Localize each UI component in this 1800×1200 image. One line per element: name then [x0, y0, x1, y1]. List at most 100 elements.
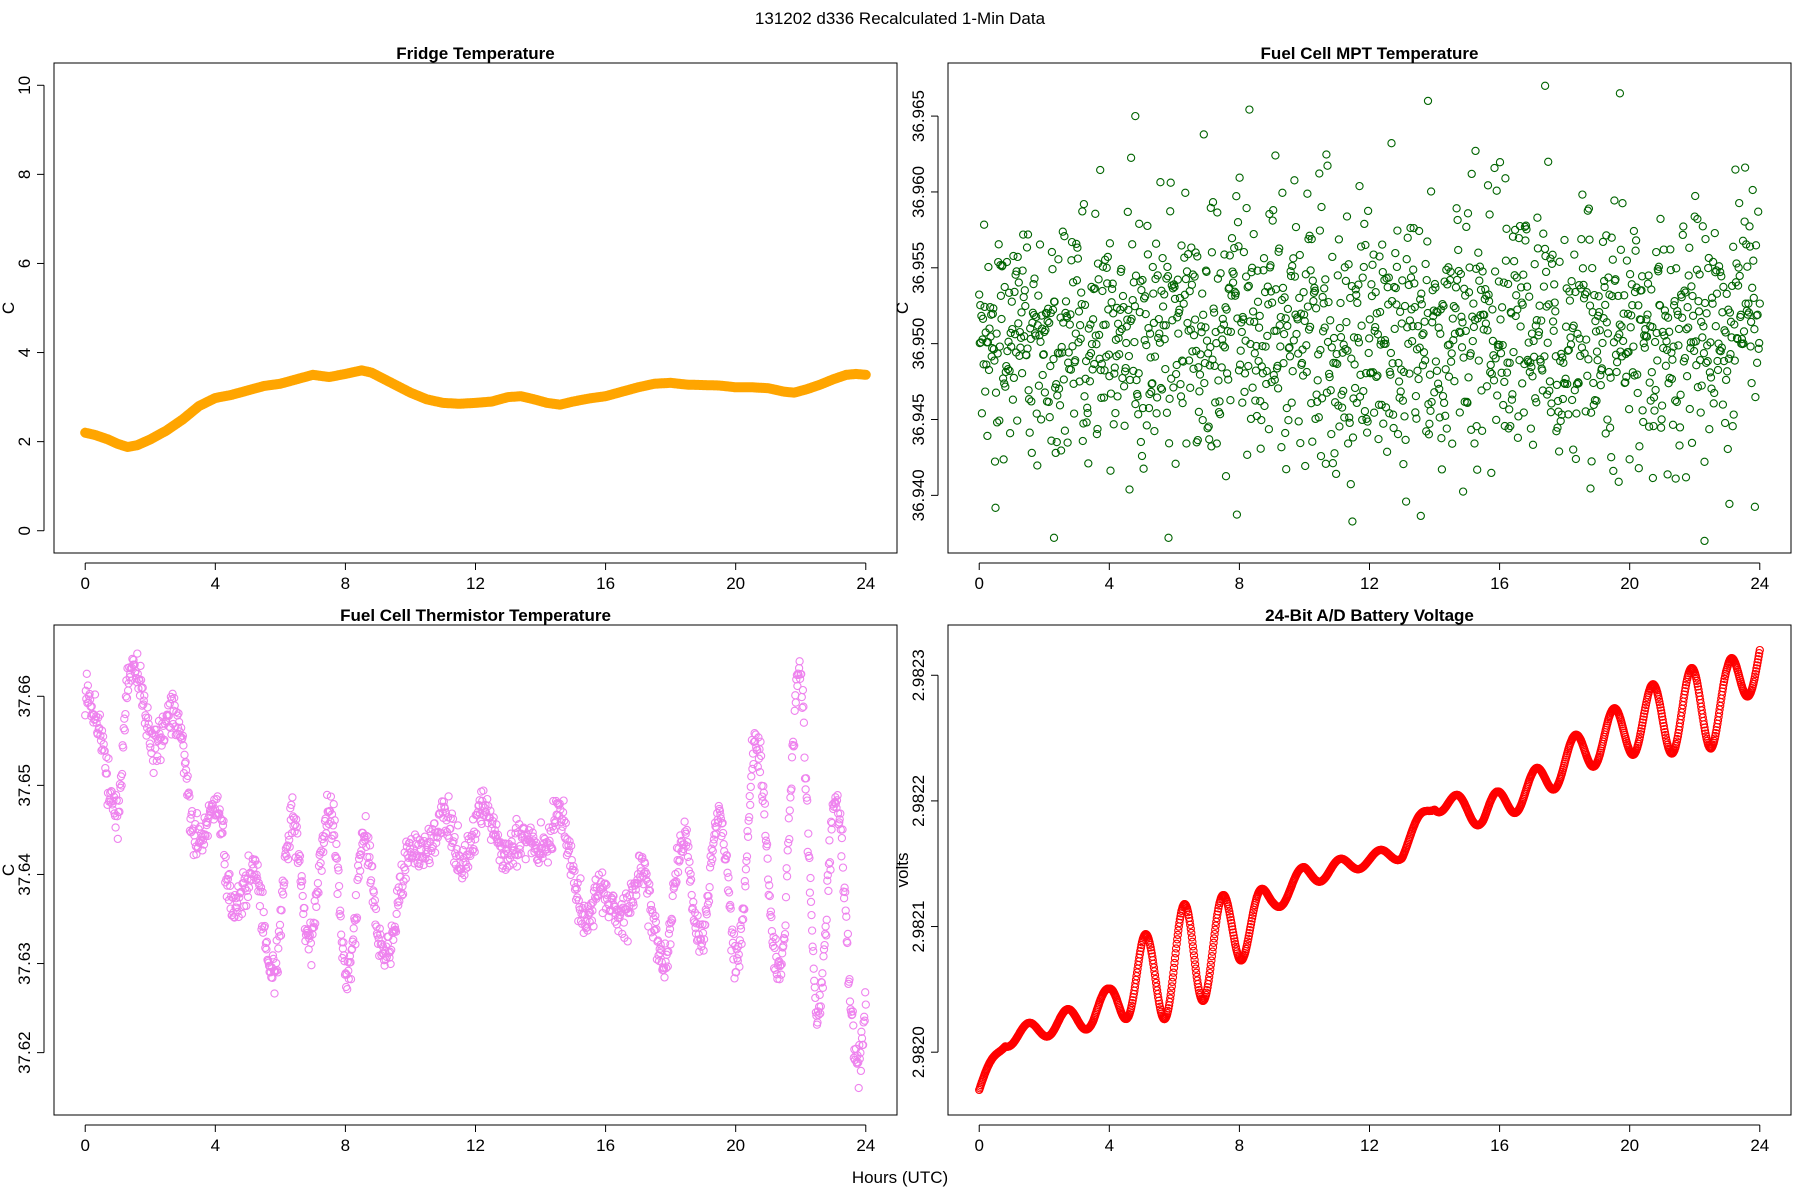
data-point [503, 863, 512, 872]
data-point [1704, 263, 1713, 273]
data-point [1755, 645, 1764, 655]
data-point [1444, 372, 1454, 381]
data-point [1582, 335, 1591, 344]
data-point [128, 654, 137, 664]
data-point [1672, 264, 1681, 273]
data-point [1703, 357, 1712, 366]
data-point [707, 858, 716, 868]
data-point [1506, 421, 1515, 431]
data-point [1528, 372, 1537, 381]
data-point [1058, 227, 1067, 236]
data-point [1712, 266, 1721, 275]
data-point [564, 841, 573, 850]
data-point [1475, 276, 1484, 285]
data-point [804, 829, 813, 838]
data-point [790, 741, 799, 750]
data-point [1674, 729, 1683, 738]
data-point [139, 700, 148, 709]
data-point [1561, 374, 1570, 383]
data-point [1305, 322, 1315, 332]
data-point [1463, 209, 1473, 218]
data-point [1399, 367, 1409, 377]
data-point [788, 737, 798, 746]
data-point [1282, 403, 1291, 413]
data-point [1589, 378, 1598, 388]
data-point [362, 842, 371, 851]
data-point [1308, 276, 1317, 285]
data-point [100, 746, 109, 756]
data-point [1662, 345, 1672, 355]
data-point [1057, 342, 1066, 352]
data-point [1566, 340, 1576, 349]
data-point [799, 702, 808, 711]
data-point [567, 855, 576, 865]
data-point [1207, 952, 1217, 961]
data-point [1680, 690, 1689, 699]
data-point [317, 846, 326, 855]
data-point [1283, 321, 1292, 331]
data-point [807, 910, 816, 920]
data-point [1497, 368, 1506, 377]
data-point [1719, 356, 1729, 366]
data-point [1380, 275, 1389, 285]
data-point [1266, 261, 1275, 270]
data-point [1687, 438, 1697, 448]
data-point [1592, 347, 1602, 356]
data-point [1688, 311, 1698, 320]
data-point [1706, 338, 1715, 347]
data-point [1398, 276, 1407, 285]
data-point [503, 855, 512, 864]
data-point [1150, 967, 1159, 976]
data-point [1164, 1004, 1173, 1013]
data-point [1247, 917, 1256, 926]
data-point [1209, 934, 1219, 943]
data-point [1507, 395, 1517, 404]
data-point [298, 891, 307, 901]
data-point [417, 839, 426, 848]
data-point [1753, 658, 1762, 667]
data-point [1325, 372, 1334, 382]
data-point [777, 960, 786, 969]
data-point [571, 883, 580, 892]
data-point [120, 714, 129, 723]
data-point [1246, 920, 1256, 929]
data-point [1122, 338, 1131, 348]
data-point [1460, 284, 1469, 293]
data-point [333, 863, 343, 872]
data-point [1155, 999, 1164, 1009]
data-point [1264, 425, 1274, 434]
data-point [564, 846, 574, 855]
data-point [484, 801, 493, 811]
data-point [290, 820, 300, 829]
data-point [1316, 345, 1325, 355]
data-point [1596, 371, 1605, 380]
data-point [1614, 291, 1623, 301]
data-point [688, 903, 697, 913]
data-point [645, 886, 655, 895]
data-point [1135, 308, 1144, 317]
data-point [1552, 427, 1561, 436]
data-point [1514, 412, 1523, 421]
data-point [1060, 232, 1069, 241]
data-point [1750, 325, 1759, 334]
x-tick-label: 20 [1620, 1136, 1639, 1155]
data-point [1147, 946, 1156, 955]
data-point [1020, 286, 1029, 295]
data-point [648, 909, 657, 918]
data-point [1162, 408, 1172, 417]
data-point [1168, 977, 1177, 987]
data-point [1169, 383, 1178, 392]
data-point [1124, 305, 1133, 315]
data-point [1188, 942, 1198, 951]
data-point [1731, 165, 1740, 174]
data-point [526, 823, 535, 832]
x-tick-label: 16 [1490, 574, 1509, 593]
data-point [693, 911, 702, 920]
data-point [823, 870, 832, 880]
data-point [1320, 284, 1329, 293]
data-point [1184, 356, 1194, 365]
data-point [1727, 333, 1736, 342]
data-point [1442, 265, 1451, 274]
data-point [1484, 297, 1494, 306]
data-point [695, 947, 704, 956]
